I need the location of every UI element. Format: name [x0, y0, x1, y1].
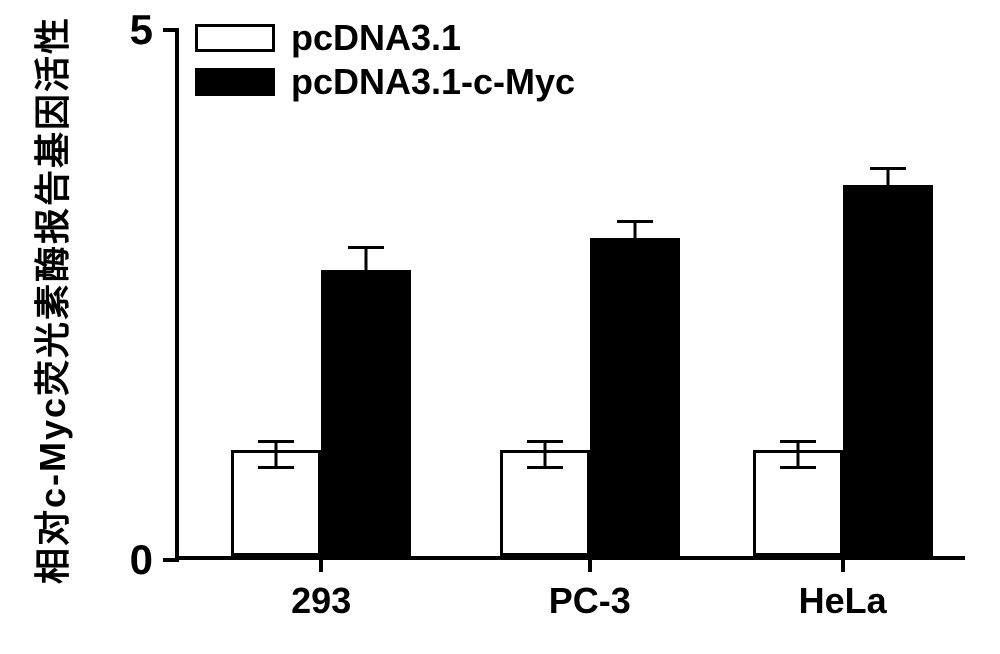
- error-bar: [886, 168, 889, 210]
- error-bar: [275, 441, 278, 466]
- y-axis-title: 相对c-Myc荧光素酶报告基因活性: [24, 16, 76, 584]
- x-tick: [319, 556, 323, 572]
- x-tick: [588, 556, 592, 572]
- y-tick: [163, 558, 179, 562]
- y-tick-label: 0: [130, 536, 153, 584]
- legend-swatch: [195, 24, 275, 52]
- legend: pcDNA3.1 pcDNA3.1-c-Myc: [195, 20, 575, 108]
- y-tick: [163, 28, 179, 32]
- legend-item: pcDNA3.1-c-Myc: [195, 64, 575, 100]
- chart-container: 相对c-Myc荧光素酶报告基因活性 05293PC-3HeLa pcDNA3.1…: [0, 0, 1000, 654]
- error-cap: [527, 440, 563, 443]
- legend-label: pcDNA3.1-c-Myc: [291, 64, 575, 100]
- error-cap: [258, 466, 294, 469]
- error-cap: [870, 167, 906, 170]
- error-bar: [796, 441, 799, 466]
- error-bar: [633, 221, 636, 263]
- error-cap: [348, 246, 384, 249]
- error-cap: [780, 440, 816, 443]
- legend-swatch: [195, 68, 275, 96]
- error-cap: [348, 299, 384, 302]
- legend-item: pcDNA3.1: [195, 20, 575, 56]
- error-cap: [617, 262, 653, 265]
- x-tick-label: PC-3: [549, 580, 631, 622]
- error-cap: [617, 220, 653, 223]
- y-tick-label: 5: [130, 6, 153, 54]
- error-cap: [527, 466, 563, 469]
- legend-label: pcDNA3.1: [291, 20, 461, 56]
- bar: [843, 185, 933, 556]
- x-tick-label: HeLa: [799, 580, 887, 622]
- error-cap: [258, 440, 294, 443]
- bar: [321, 270, 411, 556]
- x-tick: [841, 556, 845, 572]
- error-cap: [780, 466, 816, 469]
- x-tick-label: 293: [291, 580, 351, 622]
- error-bar: [543, 441, 546, 466]
- error-cap: [870, 209, 906, 212]
- plot-area: 05293PC-3HeLa: [175, 30, 965, 560]
- error-bar: [365, 247, 368, 300]
- bar: [590, 238, 680, 556]
